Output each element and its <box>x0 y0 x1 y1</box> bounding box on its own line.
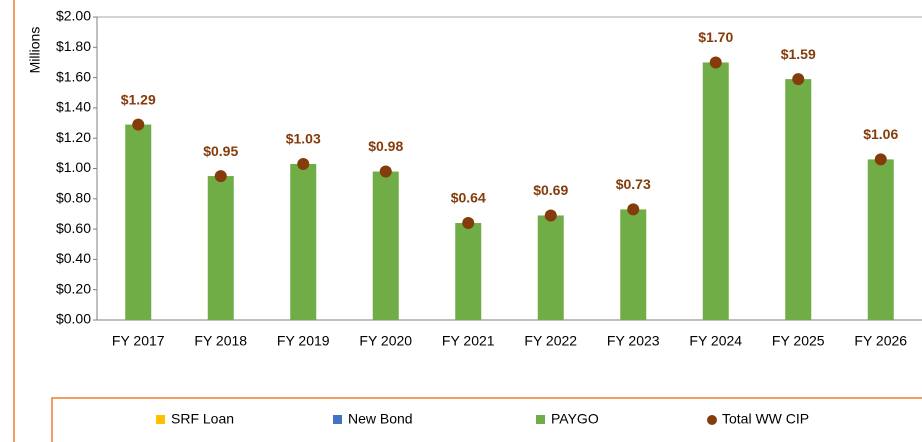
total-dot <box>379 165 392 178</box>
y-tick-label: $1.80 <box>56 38 91 54</box>
y-tick-label: $1.00 <box>56 159 91 175</box>
bar <box>867 159 894 320</box>
data-label: $0.69 <box>533 182 568 198</box>
bar <box>620 209 647 320</box>
y-tick-label: $2.00 <box>56 8 91 24</box>
x-tick-label: FY 2023 <box>607 333 660 349</box>
legend-swatch <box>333 415 342 424</box>
data-label: $0.73 <box>616 176 651 192</box>
x-tick-label: FY 2018 <box>194 333 247 349</box>
bar <box>702 62 729 320</box>
y-tick-label: $0.40 <box>56 250 91 266</box>
bar <box>455 223 482 320</box>
bar <box>537 215 564 320</box>
data-label: $0.98 <box>368 138 403 154</box>
x-tick-label: FY 2024 <box>689 333 742 349</box>
total-dot <box>297 157 310 170</box>
total-dot <box>462 217 475 230</box>
y-tick-label: $1.20 <box>56 129 91 145</box>
total-dot <box>214 170 227 183</box>
data-label: $1.03 <box>286 131 321 147</box>
legend-swatch <box>536 415 545 424</box>
bar <box>372 171 399 320</box>
legend-swatch <box>707 415 717 425</box>
y-tick-label: $0.80 <box>56 190 91 206</box>
x-tick-label: FY 2017 <box>112 333 165 349</box>
bar <box>207 176 234 320</box>
y-tick-label: $0.60 <box>56 220 91 236</box>
data-label: $0.95 <box>203 143 238 159</box>
x-tick-label: FY 2021 <box>442 333 495 349</box>
x-tick-label: FY 2019 <box>277 333 330 349</box>
x-tick-label: FY 2026 <box>854 333 907 349</box>
total-dot <box>874 153 887 166</box>
data-label: $1.06 <box>863 126 898 142</box>
data-label: $1.70 <box>698 29 733 45</box>
bar <box>125 124 152 320</box>
legend-label: SRF Loan <box>171 411 234 427</box>
data-label: $1.29 <box>121 91 156 107</box>
total-dot <box>709 56 722 69</box>
y-tick-label: $0.20 <box>56 280 91 296</box>
y-tick-label: $0.00 <box>56 311 91 327</box>
data-label: $0.64 <box>451 190 486 206</box>
data-label: $1.59 <box>781 46 816 62</box>
total-dot <box>544 209 557 222</box>
legend-swatch <box>156 415 165 424</box>
total-dot <box>792 73 805 86</box>
x-tick-label: FY 2020 <box>359 333 412 349</box>
y-tick-label: $1.60 <box>56 68 91 84</box>
bar <box>290 163 317 320</box>
x-tick-label: FY 2022 <box>524 333 577 349</box>
total-dot <box>627 203 640 216</box>
y-tick-label: $1.40 <box>56 99 91 115</box>
legend-label: Total WW CIP <box>722 411 809 427</box>
bar <box>785 79 812 321</box>
x-tick-label: FY 2025 <box>772 333 825 349</box>
total-dot <box>132 118 145 131</box>
legend-label: New Bond <box>348 411 413 427</box>
legend-box <box>51 397 922 442</box>
y-axis-title: Millions <box>27 27 43 74</box>
legend-label: PAYGO <box>551 411 599 427</box>
